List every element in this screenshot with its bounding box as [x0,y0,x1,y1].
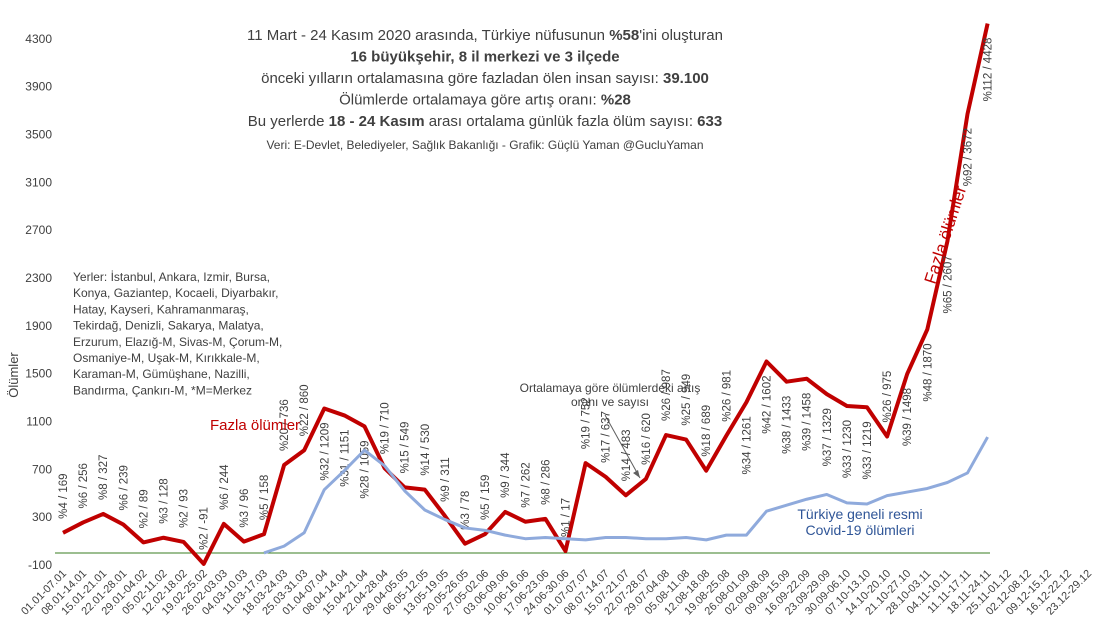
y-tick-label: 1100 [26,415,52,429]
value-label: %2 / 89 [138,489,150,528]
value-label: %6 / 256 [78,463,90,508]
title-segment: önceki yılların ortalamasına göre fazlad… [261,70,663,87]
title-segment: %28 [601,92,631,109]
value-label: %9 / 344 [500,452,512,498]
value-label: %33 / 1230 [842,420,854,478]
value-label: %25 / 949 [681,374,693,426]
value-label: %5 / 159 [480,475,492,520]
subtitle: Veri: E-Devlet, Belediyeler, Sağlık Baka… [266,138,703,152]
y-tick-label: 2300 [25,271,52,285]
series-line [62,23,990,566]
value-label: %20 / 736 [279,399,291,451]
value-label: %1 / 17 [561,498,573,537]
value-label: %42 / 1602 [762,376,774,434]
value-label: %8 / 327 [98,455,110,500]
note-line: Karaman-M, Gümüşhane, Nazilli, [73,367,250,381]
arrow-head [633,470,640,478]
value-label: %3 / 128 [159,478,171,523]
chart-title: Ölümlerde ortalamaya göre artış oranı: %… [339,91,631,109]
value-label: %14 / 530 [420,424,432,476]
title-segment: arası ortalama günlük fazla ölüm sayısı: [425,113,698,130]
value-label: %31 / 1151 [339,429,351,486]
title-segment: Ölümlerde ortalamaya göre artış oranı: [339,91,601,109]
y-tick-label: 300 [32,510,52,524]
y-tick-label: 1500 [25,367,52,381]
value-label: %19 / 752 [581,397,593,449]
y-tick-label: 1900 [25,319,52,333]
note-line: Bandırma, Çankırı-M, *M=Merkez [73,383,252,397]
value-label: %39 / 1458 [802,393,814,451]
value-label: %6 / 244 [219,464,231,510]
value-label: %8 / 286 [540,459,552,504]
title-segment: 18 - 24 Kasım [329,113,425,130]
y-tick-label: -100 [28,558,52,572]
y-tick-label: 4300 [25,32,52,46]
value-label: %92 / 3672 [963,128,975,186]
value-label: %65 / 2607 [942,255,954,313]
series-label: Fazla ölümler [210,417,300,434]
value-label: %48 / 1870 [922,343,934,401]
value-label: %4 / 169 [58,473,70,518]
value-label: %5 / 158 [259,475,271,520]
value-label: %39 / 1498 [902,388,914,446]
value-label: %112 / 4428 [983,38,995,102]
value-label: %37 / 1329 [822,408,834,466]
chart-title: önceki yılların ortalamasına göre fazlad… [261,70,709,87]
value-label: %17 / 637 [601,411,613,463]
value-label: %16 / 620 [641,413,653,465]
y-tick-label: 2700 [25,223,52,237]
chart-title: Bu yerlerde 18 - 24 Kasım arası ortalama… [248,113,722,130]
value-label: %19 / 710 [380,402,392,454]
note-line: Yerler: İstanbul, Ankara, Izmir, Bursa, [73,270,270,284]
y-tick-label: 3900 [25,80,52,94]
series-label: Türkiye geneli resmi Covid-19 ölümleri [797,506,923,538]
value-label: %33 / 1219 [862,421,874,479]
value-label: %3 / 96 [239,489,251,528]
title-segment: 16 büyükşehir, 8 il merkezi ve 3 ilçede [350,49,619,66]
value-label: %18 / 689 [701,405,713,457]
value-label: %6 / 239 [118,465,130,510]
series-line [263,436,989,555]
chart-title: 16 büyükşehir, 8 il merkezi ve 3 ilçede [350,49,619,66]
value-label: %26 / 981 [721,370,733,422]
title-segment: 11 Mart - 24 Kasım 2020 arasında, Türkiy… [247,27,609,44]
value-label: %2 / 93 [179,489,191,528]
title-segment: %58 [609,27,639,44]
note-line: Erzurum, Elazığ-M, Sivas-M, Çorum-M, [73,335,282,349]
value-label: %26 / 987 [661,369,673,421]
title-segment: Bu yerlerde [248,113,329,130]
note-line: Tekirdağ, Denizli, Sakarya, Malatya, [73,319,264,333]
value-label: %38 / 1433 [782,396,794,454]
chart-title: 11 Mart - 24 Kasım 2020 arasında, Türkiy… [247,27,723,44]
annotation: Ortalamaya göre ölümlerdeki artış oranı … [519,381,701,409]
value-label: %7 / 262 [520,462,532,507]
note-line: Konya, Gaziantep, Kocaeli, Diyarbakır, [73,286,278,300]
y-tick-label: 700 [32,462,52,476]
value-label: %14 / 483 [621,429,633,481]
annotation-arrow [604,414,641,479]
y-tick-label: 3500 [25,128,52,142]
title-segment: 'ini oluşturan [639,27,723,44]
y-tick-label: 3100 [25,175,52,189]
value-label: %26 / 975 [882,371,894,423]
value-label: %22 / 860 [299,384,311,436]
note-line: Osmaniye-M, Uşak-M, Kırıkkale-M, [73,351,260,365]
value-label: %9 / 311 [440,457,452,502]
value-label: %32 / 1209 [319,422,331,480]
value-label: %3 / 78 [460,491,472,530]
value-label: %15 / 549 [400,422,412,474]
title-segment: 39.100 [663,70,709,87]
y-axis-title: Ölümler [6,352,21,398]
value-label: %2 / -91 [199,507,211,550]
title-segment: 633 [697,113,722,130]
note-line: Hatay, Kayseri, Kahramanmaraş, [73,302,249,316]
value-label: %34 / 1261 [741,416,753,474]
